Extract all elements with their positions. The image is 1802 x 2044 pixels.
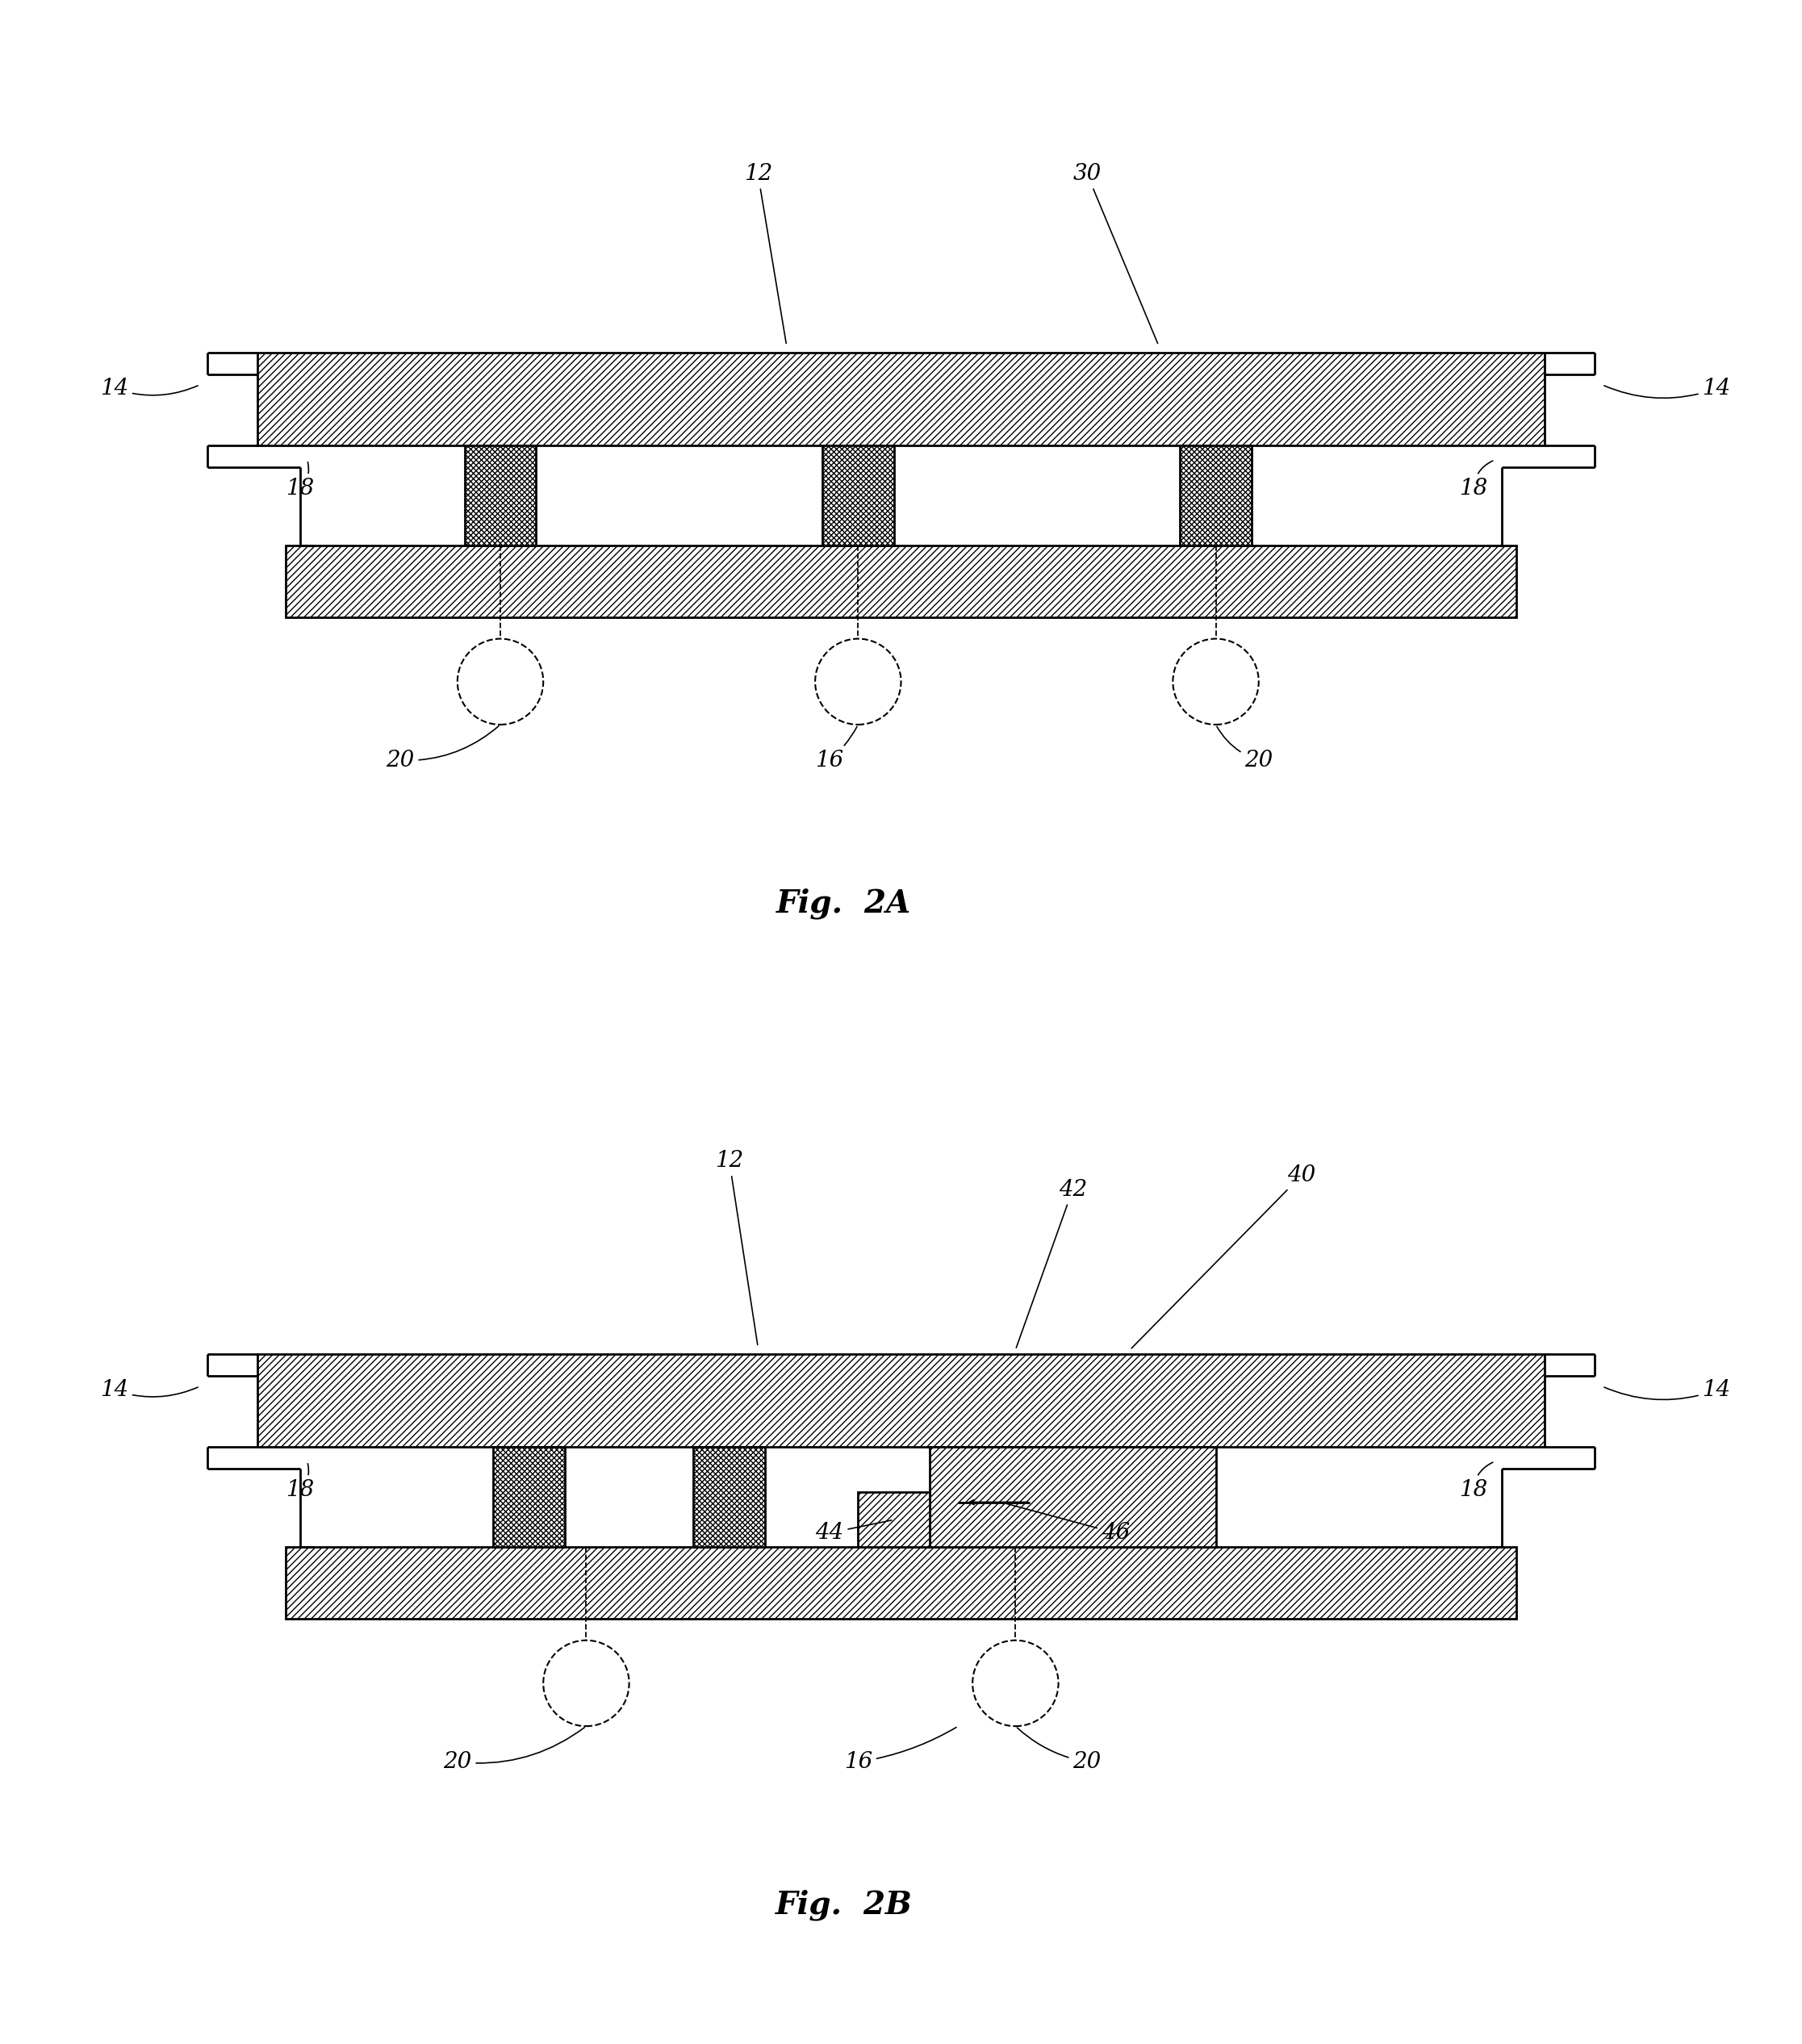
Text: 16: 16 <box>843 1727 957 1772</box>
Bar <box>1180 446 1252 546</box>
Bar <box>930 1447 1216 1547</box>
Text: 40: 40 <box>1132 1165 1315 1349</box>
Text: 16: 16 <box>815 726 858 771</box>
Circle shape <box>973 1639 1058 1725</box>
Text: 20: 20 <box>1216 726 1272 771</box>
Text: 42: 42 <box>1016 1179 1087 1347</box>
Text: 20: 20 <box>1016 1727 1101 1772</box>
Bar <box>822 446 894 546</box>
Text: 14: 14 <box>99 378 198 399</box>
Text: 30: 30 <box>1072 164 1157 343</box>
Text: Fig.  2A: Fig. 2A <box>777 887 912 920</box>
Circle shape <box>458 638 542 726</box>
Text: 18: 18 <box>1460 460 1492 499</box>
Text: 12: 12 <box>715 1151 757 1345</box>
Text: 18: 18 <box>1460 1461 1492 1500</box>
Text: 44: 44 <box>815 1521 892 1543</box>
Text: 18: 18 <box>287 462 314 499</box>
Text: 20: 20 <box>386 726 499 771</box>
Text: 20: 20 <box>443 1727 584 1772</box>
Bar <box>494 1447 564 1547</box>
Bar <box>258 354 1544 446</box>
Text: Fig.  2B: Fig. 2B <box>775 1889 912 1921</box>
Circle shape <box>542 1639 629 1725</box>
Bar <box>465 446 537 546</box>
Text: 18: 18 <box>287 1464 314 1500</box>
Bar <box>287 1547 1515 1619</box>
Text: 14: 14 <box>1604 378 1730 399</box>
Bar <box>258 1355 1544 1447</box>
Text: 12: 12 <box>744 164 786 343</box>
Text: 14: 14 <box>1604 1380 1730 1400</box>
Text: 46: 46 <box>1004 1502 1130 1543</box>
Circle shape <box>815 638 901 726</box>
Bar <box>858 1492 930 1547</box>
Bar <box>694 1447 766 1547</box>
Circle shape <box>1173 638 1260 726</box>
Text: 14: 14 <box>99 1380 198 1400</box>
Bar <box>287 546 1515 617</box>
